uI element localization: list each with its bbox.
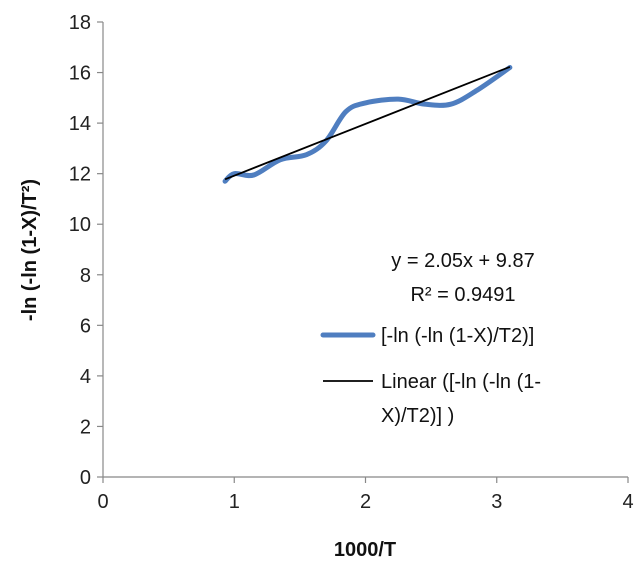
x-tick-label: 1 [229, 491, 240, 513]
y-tick-label: 16 [69, 63, 91, 85]
y-tick-label: 10 [69, 214, 91, 236]
legend-label-trendline-line2: X)/T2)] ) [381, 405, 454, 427]
legend-label-trendline-line1: Linear ([-ln (-ln (1- [381, 371, 541, 393]
x-tick-label: 3 [491, 491, 502, 513]
legend-label-series: [-ln (-ln (1-X)/T2)] [381, 325, 534, 347]
y-tick-label: 12 [69, 164, 91, 186]
r-squared-label: R² = 0.9491 [410, 284, 515, 306]
y-tick-label: 0 [80, 467, 91, 489]
legend: [-ln (-ln (1-X)/T2)] Linear ([-ln (-ln (… [320, 325, 541, 427]
y-tick-label: 8 [80, 265, 91, 287]
x-tick-label: 2 [360, 491, 371, 513]
x-axis-ticks: 0 1 2 3 4 [97, 477, 634, 513]
y-axis-ticks: 0 2 4 6 8 10 12 14 16 18 [69, 12, 103, 489]
x-axis-title: 1000/T [334, 539, 396, 561]
x-tick-label: 0 [97, 491, 108, 513]
x-tick-label: 4 [622, 491, 633, 513]
y-tick-label: 2 [80, 416, 91, 438]
y-tick-label: 18 [69, 12, 91, 34]
y-tick-label: 14 [69, 113, 91, 135]
y-axis-title: -ln (-ln (1-X)/T²) [19, 179, 41, 321]
y-tick-label: 4 [80, 366, 91, 388]
trendline-equation: y = 2.05x + 9.87 [391, 250, 534, 272]
data-series-line [222, 65, 513, 184]
linear-trendline [224, 66, 511, 181]
y-tick-label: 6 [80, 315, 91, 337]
